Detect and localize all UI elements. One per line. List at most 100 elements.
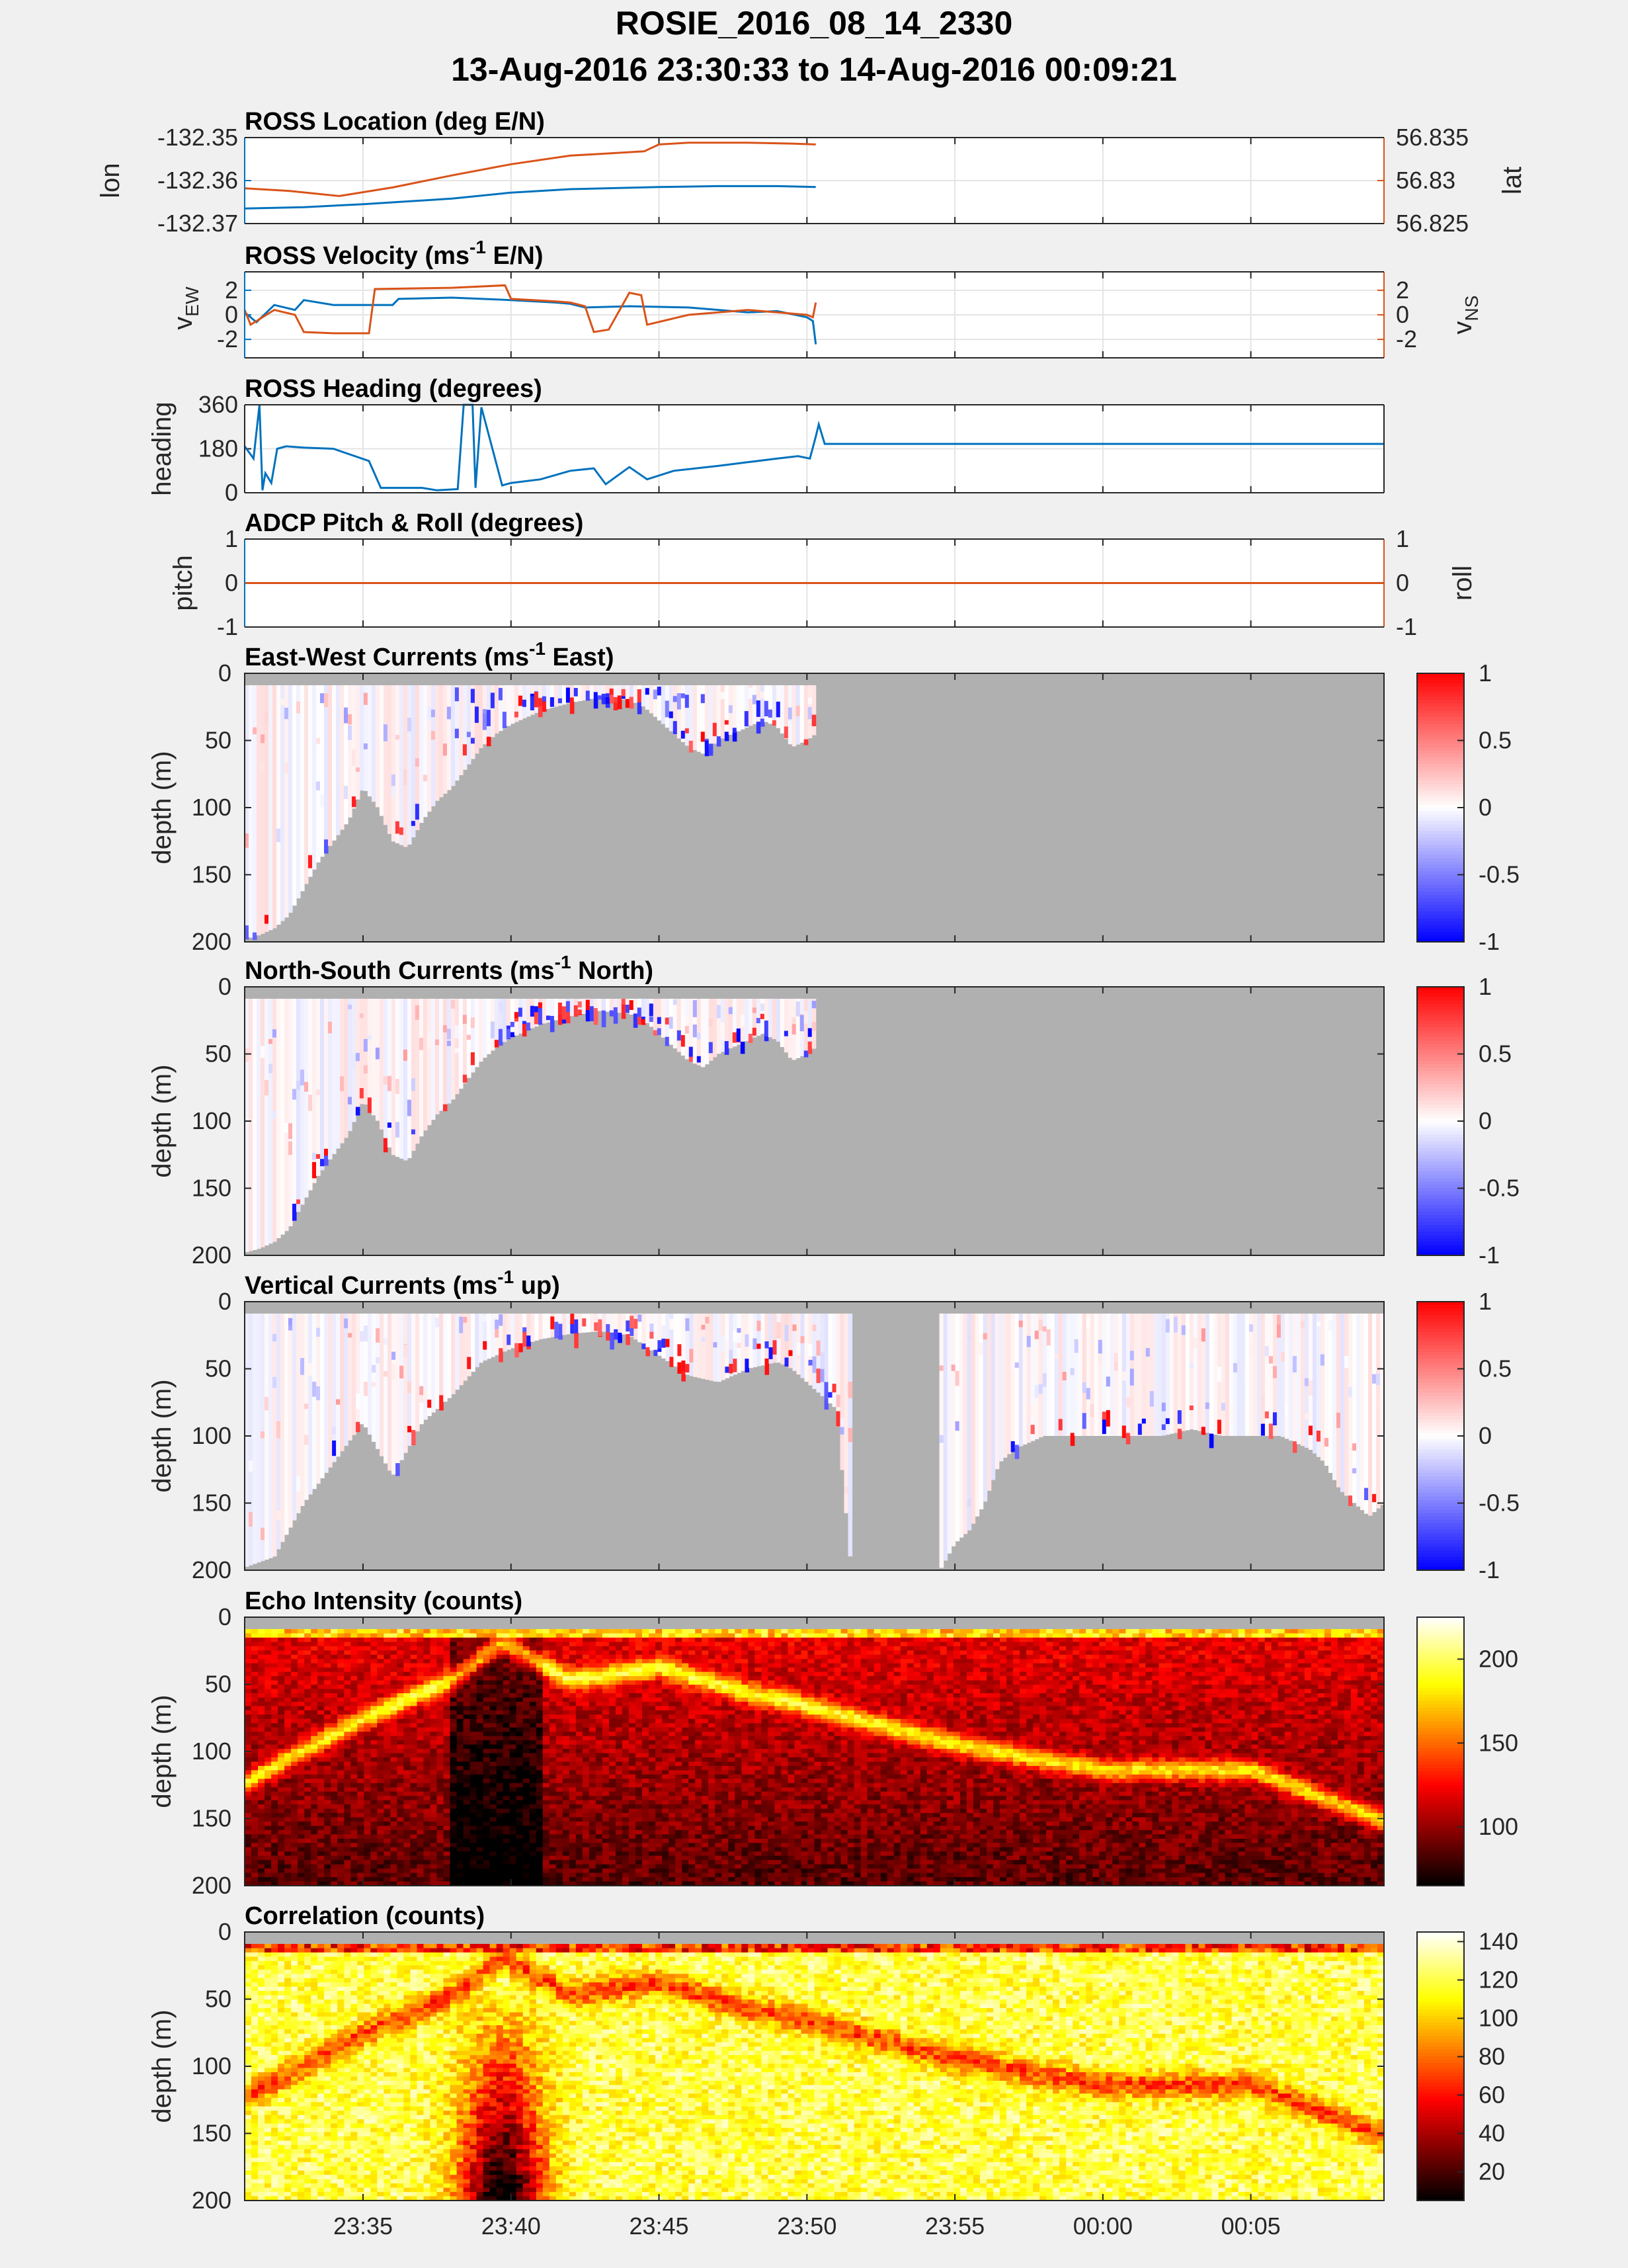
heatmap-cell	[370, 1681, 378, 1685]
heatmap-cell	[370, 1634, 378, 1638]
heatmap-column	[304, 999, 309, 1198]
heatmap-cell	[417, 1856, 425, 1861]
heatmap-cell	[395, 821, 400, 834]
heatmap-cell	[377, 1740, 384, 1745]
heatmap-cell	[602, 1650, 610, 1655]
heatmap-cell	[377, 1847, 384, 1852]
heatmap-cell	[317, 1877, 325, 1882]
heatmap-cell	[291, 1681, 298, 1685]
heatmap-cell	[470, 1685, 477, 1689]
heatmap-cell	[769, 1347, 774, 1359]
heatmap-cell	[258, 1728, 265, 1732]
heatmap-cell	[291, 1873, 298, 1878]
colorbar-segment	[1417, 1068, 1464, 1071]
heatmap-cell	[417, 1770, 425, 1775]
heatmap-cell	[1138, 1423, 1143, 1435]
heatmap-cell	[563, 1638, 570, 1642]
heatmap-cell	[444, 1775, 451, 1779]
heatmap-cell	[497, 1710, 504, 1715]
heatmap-cell	[523, 1792, 530, 1796]
heatmap-cell	[549, 1646, 557, 1651]
colorbar-segment	[1417, 720, 1464, 724]
heatmap-cell	[278, 1877, 285, 1882]
heatmap-cell	[370, 1723, 378, 1728]
heatmap-cell	[497, 1762, 504, 1767]
heatmap-cell	[350, 1723, 358, 1728]
heatmap-column	[463, 685, 468, 770]
heatmap-cell	[490, 1728, 497, 1732]
heatmap-cell	[556, 1710, 563, 1715]
heatmap-cell	[645, 1347, 650, 1357]
heatmap-cell	[589, 1723, 596, 1728]
heatmap-cell	[300, 1070, 305, 1085]
heatmap-cell	[497, 1638, 504, 1642]
heatmap-cell	[457, 1834, 464, 1839]
heatmap-cell	[797, 1343, 801, 1355]
colorbar-segment	[1417, 1091, 1464, 1095]
heatmap-cell	[417, 1869, 425, 1873]
heatmap-cell	[497, 1873, 504, 1878]
colorbar-segment	[1417, 892, 1464, 896]
heatmap-cell	[583, 1818, 590, 1822]
colorbar-segment	[1417, 882, 1464, 886]
heatmap-cell	[516, 1865, 524, 1869]
heatmap-column	[463, 1314, 468, 1381]
heatmap-cell	[789, 1350, 794, 1356]
heatmap-cell	[265, 1710, 272, 1715]
heatmap-cell	[311, 1809, 318, 1814]
heatmap-column	[772, 999, 777, 1039]
y-label-left-main: v	[169, 317, 198, 330]
colorbar-segment	[1417, 737, 1464, 741]
heatmap-cell	[589, 1728, 596, 1732]
heatmap-cell	[368, 1097, 372, 1113]
colorbar-segment	[1417, 990, 1464, 994]
heatmap-cell	[304, 1638, 311, 1642]
heatmap-cell	[457, 1775, 464, 1779]
heatmap-cell	[450, 1826, 458, 1831]
heatmap-column	[459, 685, 464, 775]
heatmap-column	[467, 685, 471, 765]
heatmap-column	[475, 1314, 479, 1367]
heatmap-cell	[563, 1770, 570, 1775]
heatmap-cell	[331, 1818, 338, 1822]
heatmap-cell	[278, 1843, 285, 1847]
heatmap-cell	[556, 1869, 563, 1873]
heatmap-cell	[523, 1714, 530, 1719]
colorbar-tick-label: -0.5	[1479, 1490, 1520, 1517]
heatmap-cell	[364, 1039, 368, 1052]
heatmap-cell	[556, 1753, 563, 1758]
heatmap-cell	[602, 1698, 610, 1702]
heatmap-cell	[444, 1834, 451, 1839]
heatmap-cell	[503, 1646, 510, 1651]
heatmap-cell	[357, 1822, 364, 1826]
panel-vert: 050100150200Vertical Currents (ms-1 up)d…	[147, 1267, 1520, 1583]
heatmap-cell	[1245, 1374, 1250, 1378]
heatmap-cell	[576, 1710, 583, 1715]
colorbar-segment	[1417, 1540, 1464, 1544]
colorbar-segment	[1417, 1530, 1464, 1534]
heatmap-cell	[569, 1702, 577, 1706]
heatmap-cell	[450, 1689, 458, 1694]
heatmap-cell	[331, 1822, 338, 1826]
heatmap-cell	[268, 1039, 273, 1044]
heatmap-cell	[253, 933, 257, 941]
heatmap-cell	[556, 1796, 563, 1800]
heatmap-cell	[543, 1719, 550, 1724]
heatmap-cell	[569, 1809, 577, 1814]
heatmap-cell	[669, 1319, 674, 1329]
heatmap-cell	[324, 1779, 331, 1783]
heatmap-cell	[357, 1736, 364, 1741]
heatmap-column	[1190, 1314, 1194, 1429]
y-tick-label-right: 56.825	[1396, 210, 1469, 237]
heatmap-column	[296, 685, 301, 898]
heatmap-cell	[483, 1770, 491, 1775]
heatmap-cell	[483, 1822, 491, 1826]
colorbar-segment	[1417, 808, 1464, 812]
heatmap-cell	[271, 1873, 278, 1878]
heatmap-cell	[530, 1629, 537, 1634]
heatmap-cell	[569, 1714, 577, 1719]
heatmap-column	[332, 685, 337, 841]
heatmap-column	[427, 685, 432, 812]
heatmap-cell	[324, 1672, 331, 1677]
colorbar-segment	[1417, 1192, 1464, 1196]
